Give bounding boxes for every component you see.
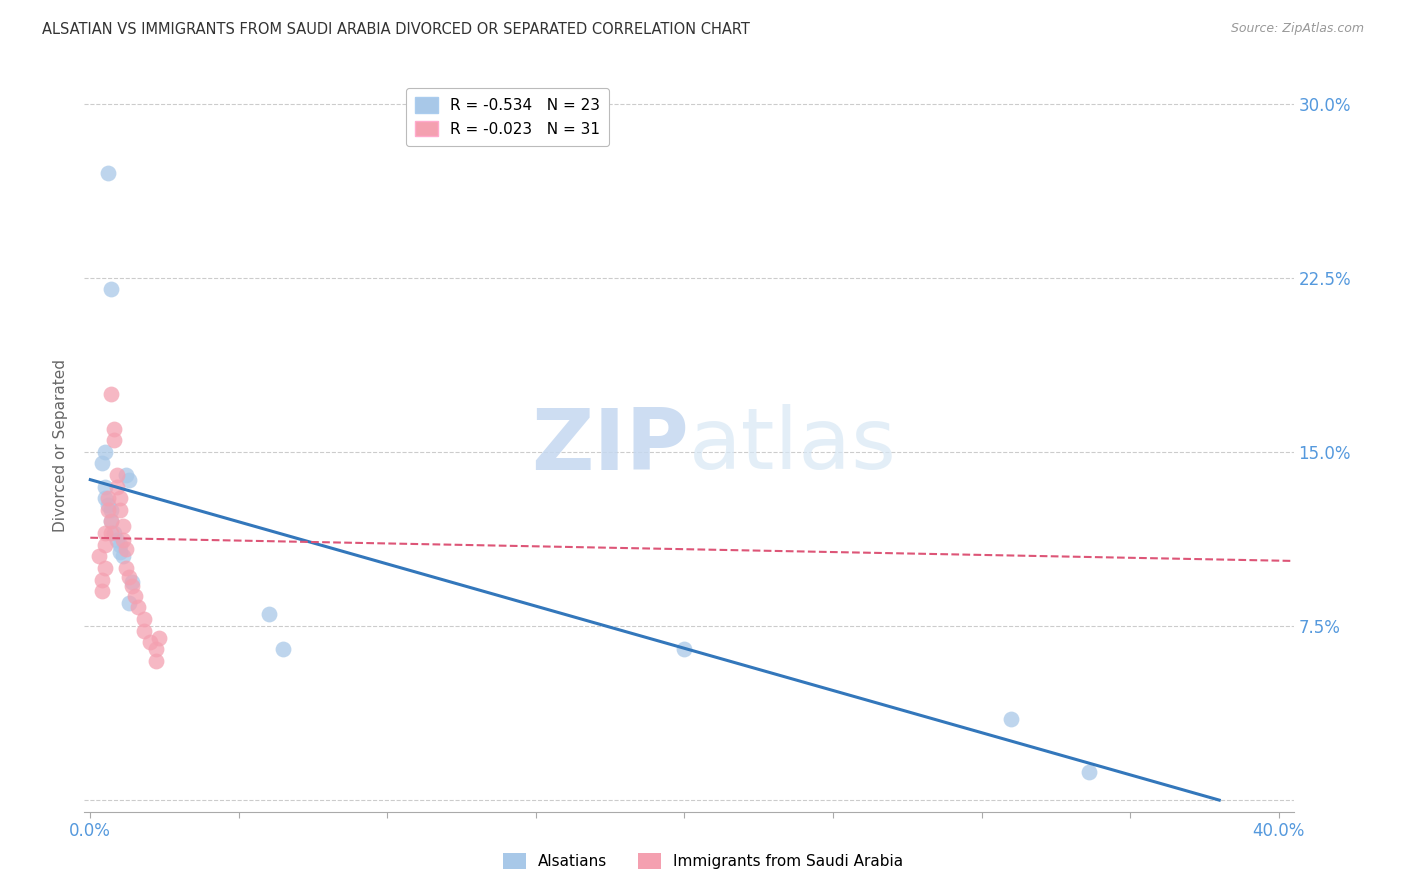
Point — [103, 526, 125, 541]
Point — [91, 584, 114, 599]
Point — [89, 549, 111, 564]
Point — [91, 457, 114, 471]
Point — [257, 607, 280, 622]
Point — [105, 533, 128, 547]
Point — [115, 542, 138, 557]
Point — [94, 526, 117, 541]
Point — [115, 468, 138, 483]
Point — [118, 473, 141, 487]
Point — [105, 468, 128, 483]
Point — [94, 561, 117, 575]
Point — [100, 282, 122, 296]
Point — [118, 596, 141, 610]
Point — [273, 642, 295, 657]
Point — [145, 654, 167, 668]
Point — [124, 589, 146, 603]
Point — [108, 491, 131, 506]
Point — [121, 579, 143, 593]
Point — [132, 624, 155, 638]
Text: atlas: atlas — [689, 404, 897, 488]
Point — [111, 533, 134, 547]
Point — [94, 445, 117, 459]
Y-axis label: Divorced or Separated: Divorced or Separated — [53, 359, 69, 533]
Point — [145, 642, 167, 657]
Text: ALSATIAN VS IMMIGRANTS FROM SAUDI ARABIA DIVORCED OR SEPARATED CORRELATION CHART: ALSATIAN VS IMMIGRANTS FROM SAUDI ARABIA… — [42, 22, 749, 37]
Point — [127, 600, 149, 615]
Point — [97, 491, 120, 506]
Point — [111, 549, 134, 564]
Point — [111, 519, 134, 533]
Point — [108, 538, 131, 552]
Point — [94, 538, 117, 552]
Point — [673, 642, 696, 657]
Text: ZIP: ZIP — [531, 404, 689, 488]
Point — [94, 480, 117, 494]
Point — [91, 573, 114, 587]
Point — [97, 166, 120, 180]
Point — [100, 526, 122, 541]
Point — [103, 421, 125, 435]
Point — [132, 612, 155, 626]
Point — [148, 631, 170, 645]
Point — [100, 515, 122, 529]
Point — [115, 561, 138, 575]
Point — [108, 544, 131, 558]
Point — [100, 386, 122, 401]
Point — [1077, 765, 1099, 780]
Point — [103, 433, 125, 447]
Point — [94, 491, 117, 506]
Point — [121, 574, 143, 589]
Point — [118, 570, 141, 584]
Point — [100, 515, 122, 529]
Legend: Alsatians, Immigrants from Saudi Arabia: Alsatians, Immigrants from Saudi Arabia — [496, 847, 910, 875]
Point — [100, 503, 122, 517]
Legend: R = -0.534   N = 23, R = -0.023   N = 31: R = -0.534 N = 23, R = -0.023 N = 31 — [406, 88, 609, 146]
Point — [108, 503, 131, 517]
Point — [138, 635, 160, 649]
Point — [1000, 712, 1022, 726]
Text: Source: ZipAtlas.com: Source: ZipAtlas.com — [1230, 22, 1364, 36]
Point — [97, 498, 120, 512]
Point — [105, 480, 128, 494]
Point — [97, 503, 120, 517]
